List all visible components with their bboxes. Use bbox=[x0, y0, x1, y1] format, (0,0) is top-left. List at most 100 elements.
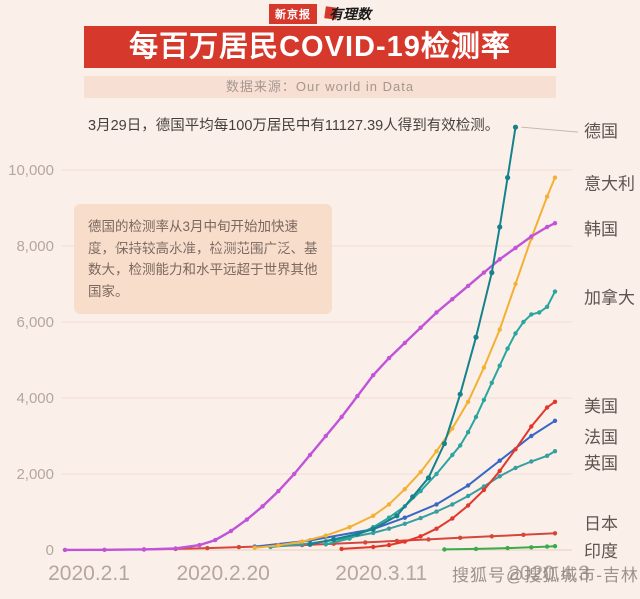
data-point bbox=[386, 526, 392, 531]
x-tick-label: 2020.2.1 bbox=[48, 562, 130, 585]
data-point bbox=[347, 536, 352, 541]
data-point bbox=[513, 447, 518, 452]
data-point bbox=[354, 531, 360, 537]
data-point bbox=[418, 469, 423, 475]
data-point bbox=[473, 414, 479, 420]
data-point bbox=[497, 458, 502, 463]
y-tick-label: 2,000 bbox=[16, 466, 54, 483]
data-point bbox=[497, 474, 502, 479]
series-label-germany: 德国 bbox=[584, 122, 618, 141]
data-point bbox=[228, 528, 234, 534]
data-point bbox=[371, 513, 376, 518]
data-point bbox=[386, 542, 392, 548]
data-point bbox=[529, 545, 534, 550]
data-point bbox=[552, 175, 558, 180]
data-point bbox=[102, 547, 107, 552]
series-dots-france bbox=[252, 418, 558, 549]
data-point bbox=[544, 453, 550, 458]
data-point bbox=[450, 426, 455, 431]
series-dots-south-korea bbox=[62, 221, 558, 553]
data-point bbox=[450, 516, 455, 521]
data-point bbox=[434, 509, 439, 514]
data-point bbox=[537, 310, 542, 315]
data-point bbox=[418, 325, 423, 330]
data-point bbox=[363, 540, 368, 545]
data-point bbox=[307, 541, 313, 547]
data-point bbox=[323, 542, 328, 547]
data-point bbox=[529, 424, 534, 429]
data-point bbox=[402, 515, 407, 520]
data-point bbox=[355, 393, 360, 399]
data-point bbox=[465, 503, 471, 508]
data-point bbox=[371, 530, 376, 536]
series-label-usa: 美国 bbox=[584, 397, 618, 416]
series-line-india bbox=[444, 545, 556, 551]
data-point bbox=[458, 535, 463, 540]
series-line-japan bbox=[143, 532, 556, 551]
data-point bbox=[402, 487, 407, 492]
y-tick-label: 8,000 bbox=[16, 238, 54, 255]
data-point bbox=[450, 297, 455, 302]
data-point bbox=[497, 224, 503, 230]
data-point bbox=[244, 517, 249, 522]
data-point bbox=[434, 449, 439, 454]
data-point bbox=[552, 399, 558, 404]
data-point bbox=[552, 289, 558, 294]
watermark: 搜狐号@搜狐城市-吉林 bbox=[452, 566, 639, 585]
data-point bbox=[450, 502, 455, 507]
data-point bbox=[465, 430, 471, 435]
series-line-italy bbox=[254, 177, 556, 549]
series-line-usa bbox=[341, 400, 556, 550]
data-point bbox=[418, 534, 423, 539]
data-point bbox=[434, 310, 439, 315]
data-point bbox=[236, 544, 242, 550]
data-point bbox=[544, 304, 550, 309]
data-point bbox=[402, 340, 407, 346]
data-source-label: 数据来源：Our world in Data bbox=[84, 76, 556, 98]
x-tick-label: 2020.4.3 bbox=[508, 562, 590, 585]
data-point bbox=[260, 504, 265, 509]
data-point bbox=[386, 355, 392, 361]
data-point bbox=[276, 543, 281, 548]
data-point bbox=[481, 397, 487, 403]
data-point bbox=[544, 405, 550, 410]
data-point bbox=[552, 418, 558, 423]
data-point bbox=[418, 515, 423, 521]
data-point bbox=[489, 534, 494, 539]
x-tick-label: 2020.2.20 bbox=[176, 562, 269, 585]
data-point bbox=[450, 452, 455, 458]
data-point bbox=[347, 525, 352, 530]
series-dots-germany bbox=[307, 124, 519, 547]
data-point bbox=[521, 532, 526, 537]
data-point bbox=[457, 391, 463, 397]
series-label-france: 法国 bbox=[584, 428, 618, 447]
data-point bbox=[442, 547, 447, 552]
data-point bbox=[458, 443, 463, 448]
youlishu-logo: 有理数 bbox=[324, 4, 371, 24]
data-point bbox=[489, 270, 495, 276]
data-point bbox=[323, 533, 328, 538]
data-point bbox=[529, 312, 534, 317]
data-point bbox=[252, 545, 257, 550]
data-point bbox=[505, 346, 510, 351]
data-point bbox=[425, 475, 432, 481]
series-line-france bbox=[254, 419, 556, 548]
data-point bbox=[544, 224, 550, 230]
data-point bbox=[529, 433, 534, 439]
line-chart: 0 2,000 4,000 6,000 8,000 10,000 2020.2.1 2020.… bbox=[8, 122, 635, 585]
series-line-canada bbox=[325, 291, 556, 546]
data-point bbox=[323, 433, 328, 439]
data-point bbox=[465, 283, 471, 289]
data-point bbox=[370, 526, 376, 532]
data-point bbox=[544, 544, 550, 549]
data-point bbox=[489, 380, 494, 385]
data-point bbox=[505, 175, 511, 181]
chart-annotation-box: 德国的检测率从3月中旬开始加快速度，保持较高水准，检测范围广泛、基数大，检测能力… bbox=[74, 204, 332, 315]
series-label-canada: 加拿大 bbox=[584, 288, 635, 308]
series-line-germany bbox=[309, 127, 517, 546]
x-tick-label: 2020.3.11 bbox=[335, 562, 427, 585]
data-point bbox=[410, 494, 416, 500]
youlishu-logo-text: 有理数 bbox=[329, 6, 371, 22]
data-point bbox=[141, 547, 147, 552]
